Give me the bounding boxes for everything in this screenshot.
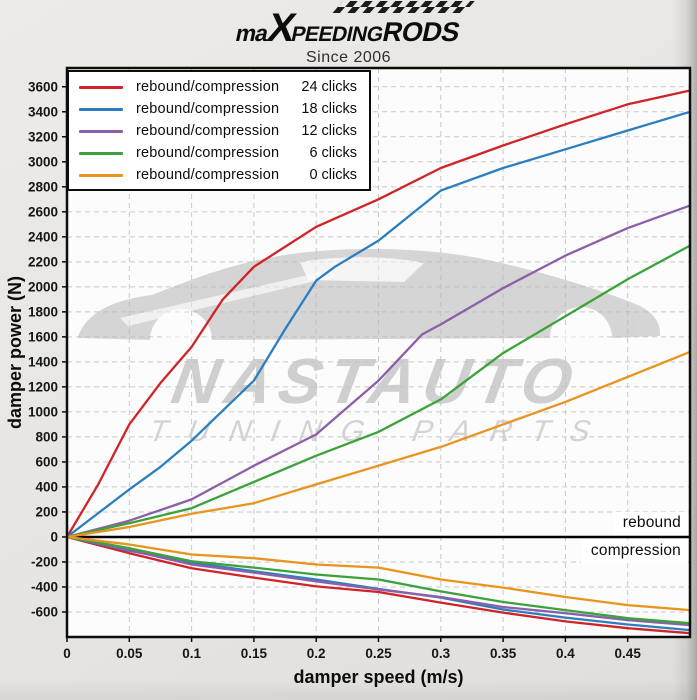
y-tick-label: 3200 [28,129,58,144]
series-line-0-clicks-rebound [65,350,692,539]
y-tick-label: 3400 [28,104,58,119]
legend-line-swatch [79,129,123,133]
legend-item: rebound/compression 24 clicks [69,76,369,98]
legend-clicks-value: 0 clicks [309,167,357,183]
legend-clicks-value: 24 clicks [301,79,357,95]
legend-series-label: rebound/compression [136,167,280,183]
y-tick-label: -400 [31,579,58,594]
y-tick-label: 2200 [28,254,58,269]
y-tick-label: -600 [31,604,58,619]
x-tick-label: 0.2 [307,646,326,661]
car-highlight [120,270,336,326]
x-tick-label: 0.3 [431,646,450,661]
chart-legend: rebound/compression 24 clicks rebound/comp… [67,70,371,191]
series-line-18-clicks-rebound [65,110,692,539]
rebound-zone-label: rebound [612,512,688,535]
y-tick-label: 1000 [28,404,58,419]
y-tick-label: 2800 [28,179,58,194]
y-tick-label: 3600 [28,79,58,94]
x-tick-label: 0.05 [116,646,143,661]
y-tick-label: 400 [35,479,58,494]
y-tick-label: 2600 [28,204,58,219]
legend-line-swatch [79,151,123,155]
watermark-car-silhouette [78,248,660,360]
x-tick-label: 0.1 [182,646,201,661]
car-front-wheel [161,320,201,360]
y-tick-label: 1800 [28,304,58,319]
x-tick-label: 0.15 [241,646,268,661]
y-tick-label: 2000 [28,279,58,294]
legend-line-swatch [79,85,123,89]
legend-series-label: rebound/compression [136,79,280,95]
y-axis-title: damper power (N) [5,276,25,429]
x-tick-label: 0.25 [365,646,392,661]
legend-series-label: rebound/compression [136,101,280,117]
watermark-text-line1: NASTAUTO [167,345,585,416]
y-tick-label: 1400 [28,354,58,369]
series-line-12-clicks-rebound [65,204,692,539]
legend-item: rebound/compression 18 clicks [69,98,369,120]
series-line-24-clicks-compression [65,535,692,635]
legend-line-swatch [79,173,123,177]
legend-item: rebound/compression 0 clicks [69,164,369,186]
legend-item: rebound/compression 6 clicks [69,142,369,164]
legend-clicks-value: 12 clicks [301,123,357,139]
y-tick-label: -200 [31,554,58,569]
x-tick-label: 0.45 [615,646,642,661]
legend-series-label: rebound/compression [136,145,280,161]
car-window [300,257,424,282]
legend-series-label: rebound/compression [136,123,280,139]
series-line-6-clicks-rebound [65,244,692,539]
x-axis-title: damper speed (m/s) [293,667,463,687]
compression-zone-label: compression [580,540,688,563]
y-tick-label: 1200 [28,379,58,394]
car-body [78,248,660,340]
y-tick-label: 3000 [28,154,58,169]
y-tick-label: 2400 [28,229,58,244]
legend-clicks-value: 18 clicks [301,101,357,117]
brand-header: maXPEEDINGRODS Since 2006 [0,0,697,66]
x-tick-label: 0.35 [490,646,517,661]
series-line-12-clicks-compression [65,535,692,627]
y-tick-label: 800 [35,429,58,444]
y-tick-label: 600 [35,454,58,469]
legend-clicks-value: 6 clicks [309,145,357,161]
series-line-6-clicks-compression [65,535,692,625]
brand-tagline: Since 2006 [305,49,392,66]
series-line-24-clicks-rebound [65,89,692,539]
y-tick-label: 1600 [28,329,58,344]
car-rear-wheel [561,318,601,358]
legend-line-swatch [79,107,123,111]
x-tick-label: 0 [63,646,71,661]
x-tick-label: 0.4 [556,646,575,661]
series-line-0-clicks-compression [65,535,692,612]
legend-item: rebound/compression 12 clicks [69,120,369,142]
y-tick-label: 200 [35,504,58,519]
y-tick-label: 0 [50,529,58,544]
